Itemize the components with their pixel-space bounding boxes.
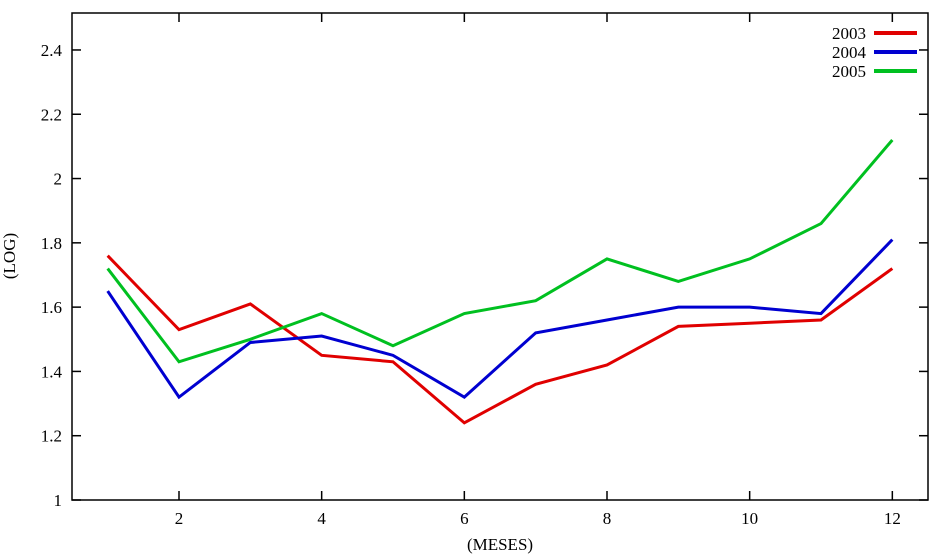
y-tick-label: 1.2 [41,427,62,446]
y-tick-label: 1.4 [41,362,63,381]
y-tick-label: 1.8 [41,234,62,253]
x-tick-label: 8 [603,509,612,528]
x-tick-label: 12 [884,509,901,528]
y-tick-label: 2.4 [41,41,63,60]
y-tick-label: 2.2 [41,105,62,124]
y-tick-label: 2 [54,170,63,189]
legend-label-2005: 2005 [832,62,866,81]
y-tick-label: 1.6 [41,298,62,317]
series-lines [106,138,894,425]
x-tick-label: 4 [317,509,326,528]
legend-label-2003: 2003 [832,24,866,43]
x-axis-label: (MESES) [467,535,533,554]
plot-border [71,12,929,501]
y-tick-label: 1 [54,491,63,510]
x-tick-label: 2 [175,509,184,528]
series-line-2004 [106,238,894,400]
axis-ticks [72,13,928,501]
x-tick-label: 6 [460,509,469,528]
legend-label-2004: 2004 [832,43,867,62]
series-line-2005 [106,138,894,364]
series-line-2003 [106,254,894,425]
axis-tick-labels: 2 4 6 8 10 12 1 1.2 1.4 1.6 1.8 2 2.2 2.4 [41,41,901,528]
y-axis-label: (LOG) [0,233,19,279]
x-tick-label: 10 [741,509,758,528]
